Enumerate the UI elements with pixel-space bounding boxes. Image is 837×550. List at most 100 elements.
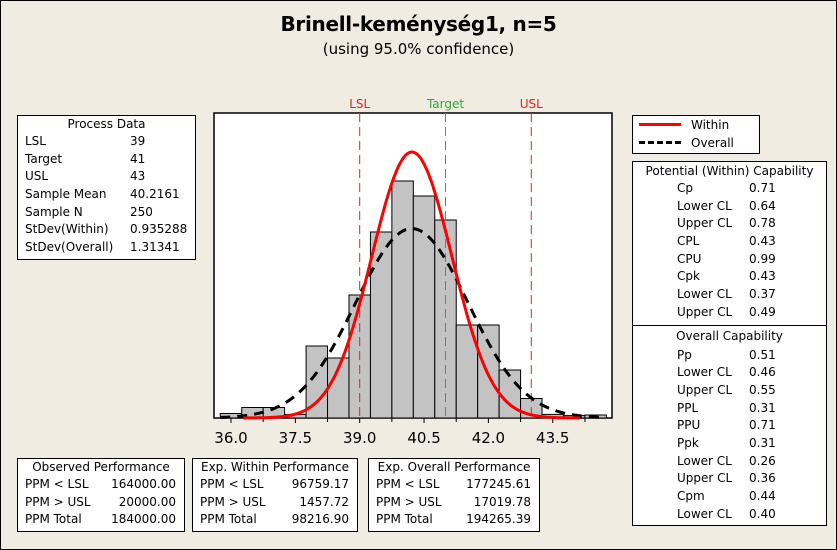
potential-capability-row: Upper CL 0.49 — [633, 304, 826, 322]
spec-label-usl: USL — [520, 97, 543, 111]
exp-within-performance-value: 98216.90 — [291, 512, 349, 526]
overall-capability-label: PPU — [677, 418, 701, 433]
potential-capability-value: 0.71 — [749, 181, 776, 195]
exp-within-performance-row: PPM < LSL 96759.17 — [193, 476, 357, 494]
x-tick-label: 37.5 — [279, 429, 312, 447]
exp-overall-performance-value: 177245.61 — [466, 477, 531, 491]
observed-performance-value: 164000.00 — [111, 477, 176, 491]
process-data-value: 0.935288 — [130, 222, 188, 237]
observed-performance-label: PPM < LSL — [25, 477, 89, 491]
capability-box: Potential (Within) Capability Cp 0.71 Lowe… — [632, 161, 827, 526]
observed-performance-row: PPM Total 184000.00 — [18, 511, 184, 529]
exp-overall-performance-value: 17019.78 — [473, 494, 531, 509]
overall-capability-row: Lower CL 0.46 — [633, 364, 826, 382]
potential-capability-label: Upper CL — [677, 216, 733, 231]
histogram-bar — [391, 180, 414, 419]
observed-performance-row: PPM > USL 20000.00 — [18, 494, 184, 512]
potential-capability-row: Upper CL 0.78 — [633, 215, 826, 233]
process-data-label: StDev(Overall) — [25, 240, 114, 255]
overall-capability-value: 0.26 — [749, 453, 776, 468]
histogram-bar — [434, 219, 457, 419]
exp-overall-performance-row: PPM Total 194265.39 — [369, 511, 539, 529]
histogram-bar — [369, 231, 393, 419]
exp-within-performance-label: PPM < LSL — [200, 477, 264, 491]
process-data-value: 250 — [130, 204, 153, 219]
process-data-label: Target — [25, 151, 63, 166]
potential-capability-label: Lower CL — [677, 287, 732, 302]
process-data-label: LSL — [25, 134, 46, 148]
x-tick-label: 43.5 — [536, 429, 569, 447]
potential-capability-label: CPU — [677, 251, 702, 266]
overall-capability-value: 0.55 — [749, 382, 776, 397]
observed-performance-value: 184000.00 — [111, 512, 176, 526]
chart-subtitle: (using 95.0% confidence) — [322, 40, 515, 58]
potential-capability-value: 0.37 — [749, 287, 776, 302]
overall-capability-row: Lower CL 0.26 — [633, 453, 826, 471]
legend-label-within: Within — [691, 118, 730, 132]
potential-capability-row: Cp 0.71 — [633, 180, 826, 198]
potential-capability-label: Cp — [677, 181, 693, 195]
x-tick-label: 42.0 — [472, 429, 505, 447]
overall-capability-title: Overall Capability — [676, 328, 783, 343]
overall-capability-row: PPL 0.31 — [633, 400, 826, 418]
exp-overall-performance-title: Exp. Overall Performance — [377, 460, 531, 474]
process-data-label: StDev(Within) — [25, 222, 109, 237]
overall-capability-row: Ppk 0.31 — [633, 435, 826, 453]
x-tick-label: 40.5 — [407, 429, 440, 447]
potential-capability-row: Lower CL 0.37 — [633, 286, 826, 304]
overall-capability-row: Lower CL 0.40 — [633, 506, 826, 524]
overall-capability-row: Pp 0.51 — [633, 347, 826, 365]
potential-capability-label: CPL — [677, 234, 700, 249]
exp-within-performance-title: Exp. Within Performance — [201, 460, 349, 474]
process-data-title: Process Data — [67, 117, 146, 131]
overall-capability-label: Lower CL — [677, 506, 732, 521]
process-data-row: StDev(Within) 0.935288 — [18, 221, 195, 239]
overall-capability-label: Upper CL — [677, 382, 733, 397]
overall-capability-value: 0.40 — [749, 506, 776, 521]
potential-capability-value: 0.49 — [749, 304, 776, 319]
overall-capability-value: 0.31 — [749, 400, 776, 415]
process-data-row: USL 43 — [18, 168, 195, 186]
overall-capability-row: Upper CL 0.36 — [633, 470, 826, 488]
process-data-row: StDev(Overall) 1.31341 — [18, 239, 195, 257]
legend: Within Overall — [632, 115, 760, 154]
process-data-value: 39 — [130, 134, 146, 148]
legend-label-overall: Overall — [691, 136, 734, 150]
exp-within-performance-label: PPM Total — [200, 512, 257, 526]
exp-within-performance-row: PPM Total 98216.90 — [193, 511, 357, 529]
process-data-row: LSL 39 — [18, 133, 195, 151]
potential-capability-value: 0.78 — [749, 216, 776, 231]
observed-performance-row: PPM < LSL 164000.00 — [18, 476, 184, 494]
potential-capability-label: Lower CL — [677, 198, 732, 213]
process-data-value: 1.31341 — [130, 240, 180, 255]
legend-item-within: Within — [633, 116, 759, 134]
overall-capability-value: 0.36 — [749, 471, 776, 486]
exp-overall-performance-row: PPM > USL 17019.78 — [369, 494, 539, 512]
within-curve — [243, 150, 580, 420]
overall-capability-row: Upper CL 0.55 — [633, 382, 826, 400]
process-data-label: Sample Mean — [25, 187, 107, 202]
overall-capability-label: Lower CL — [677, 453, 732, 468]
spec-label-lsl: LSL — [349, 97, 370, 111]
process-data-row: Sample Mean 40.2161 — [18, 186, 195, 204]
exp-overall-performance-label: PPM Total — [376, 512, 433, 526]
overall-capability-value: 0.46 — [749, 365, 776, 380]
process-data-row: Sample N 250 — [18, 204, 195, 222]
potential-capability-row: Cpk 0.43 — [633, 268, 826, 286]
exp-within-performance-value: 96759.17 — [291, 477, 349, 491]
observed-performance-label: PPM > USL — [25, 494, 91, 509]
overall-capability-label: Cpm — [677, 489, 705, 503]
potential-capability-label: Cpk — [677, 269, 700, 284]
process-data-value: 43 — [130, 169, 146, 184]
overall-capability-value: 0.31 — [749, 435, 776, 450]
exp-within-performance-row: PPM > USL 1457.72 — [193, 494, 357, 512]
overall-capability-label: Ppk — [677, 435, 699, 450]
observed-performance-box: Observed Performance PPM < LSL 164000.00 P… — [17, 458, 185, 532]
overall-capability-label: PPL — [677, 400, 699, 415]
exp-overall-performance-label: PPM < LSL — [376, 477, 440, 491]
observed-performance-value: 20000.00 — [118, 494, 176, 509]
overall-capability-label: Lower CL — [677, 365, 732, 380]
potential-capability-value: 0.64 — [749, 198, 776, 213]
within-line-swatch — [639, 123, 681, 126]
